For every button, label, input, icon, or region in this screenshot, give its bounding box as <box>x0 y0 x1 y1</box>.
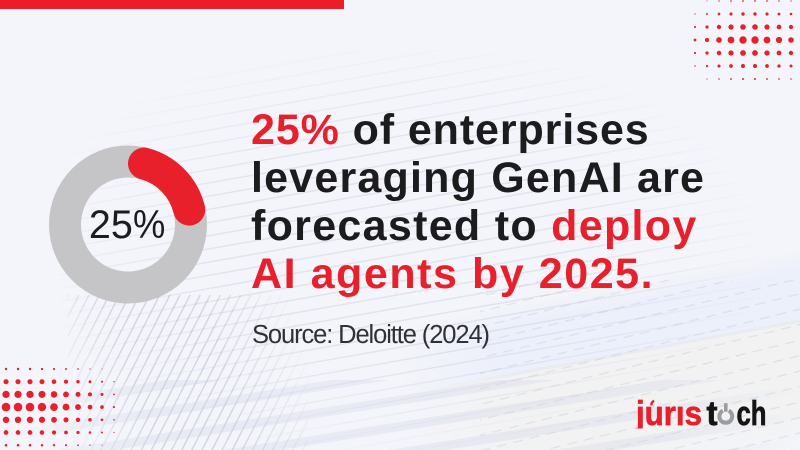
svg-text:t: t <box>707 395 718 433</box>
svg-text:ch: ch <box>737 395 767 433</box>
svg-text:jurıs: jurıs <box>635 395 702 433</box>
